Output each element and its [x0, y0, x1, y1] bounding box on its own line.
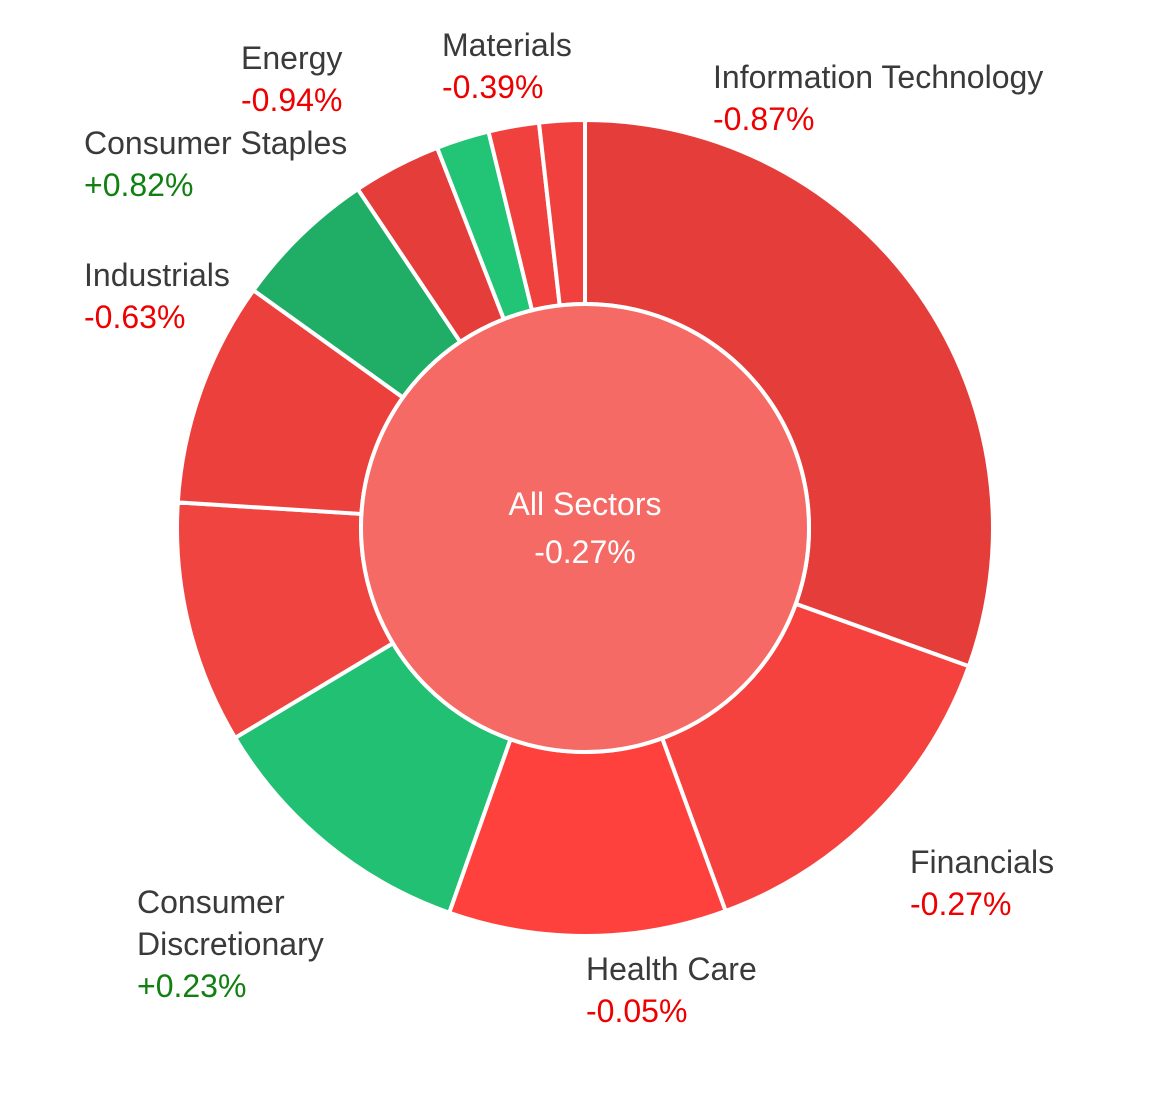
slice-label-name-financials: Financials: [910, 844, 1054, 880]
slice-label-change-health-care: -0.05%: [586, 993, 687, 1029]
slice-labels: Information Technology -0.87% Financials -0…: [84, 27, 1054, 1029]
slice-label-change-consumer-discretionary: +0.23%: [137, 968, 246, 1004]
slice-label-name-information-technology: Information Technology: [713, 59, 1043, 95]
slice-label-change-consumer-staples: +0.82%: [84, 167, 193, 203]
center-disc: [359, 302, 811, 754]
slice-label-change-materials: -0.39%: [442, 69, 543, 105]
center-label-change: -0.27%: [534, 534, 635, 570]
slice-label-name-industrials: Industrials: [84, 257, 230, 293]
slice-label-name-materials: Materials: [442, 27, 572, 63]
slice-label-name-energy: Energy: [241, 40, 342, 76]
slice-label-name-consumer-discretionary: Discretionary: [137, 926, 324, 962]
donut-slices: [175, 118, 995, 938]
slice-label-change-financials: -0.27%: [910, 886, 1011, 922]
slice-label-name-consumer-discretionary: Consumer: [137, 884, 285, 920]
slice-label-change-industrials: -0.63%: [84, 299, 185, 335]
center-label-name: All Sectors: [509, 486, 662, 522]
slice-label-change-information-technology: -0.87%: [713, 101, 814, 137]
slice-label-change-energy: -0.94%: [241, 82, 342, 118]
slice-label-name-health-care: Health Care: [586, 951, 757, 987]
slice-label-name-consumer-staples: Consumer Staples: [84, 125, 347, 161]
